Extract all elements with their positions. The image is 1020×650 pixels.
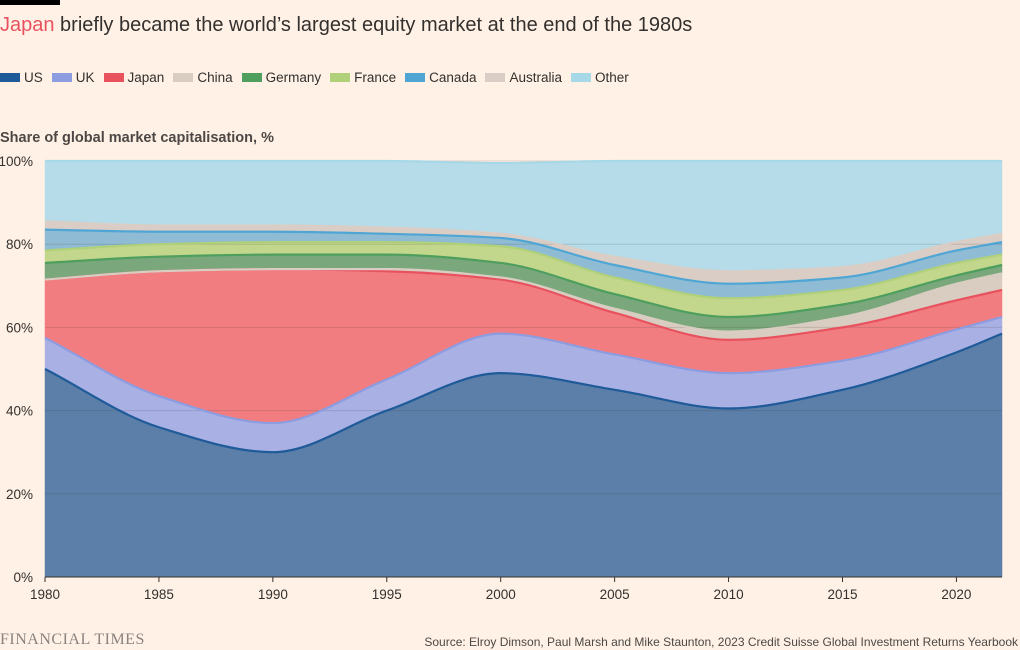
x-tick-label: 1990 [258,587,288,602]
legend-item-australia: Australia [485,70,562,85]
legend-item-germany: Germany [241,70,322,85]
line-france [44,241,1003,300]
stacked-area-chart: 0% 20% 40% 60% 80% 100% 1980 1985 1990 1995 2000 20… [0,154,1003,602]
line-other [44,159,1002,165]
ft-logo: FINANCIAL TIMES [0,631,145,648]
legend-label: Other [595,70,629,85]
legend-swatch [51,73,72,82]
legend-swatch [330,73,351,82]
legend-label: Australia [509,70,562,85]
x-tick-label: 2005 [600,587,630,602]
legend-item-other: Other [571,70,629,85]
chart-title-rest: briefly became the world’s largest equit… [54,14,693,36]
x-tick-label: 1980 [30,587,60,602]
legend-swatch [103,73,124,82]
area-layers [44,160,1003,578]
legend-item-france: France [330,70,396,85]
legend-swatch [571,73,591,82]
series-lines [44,159,1003,454]
legend-swatch [241,73,262,82]
line-uk [44,315,1003,425]
x-tick-label: 1985 [144,587,174,602]
line-germany [44,253,1003,319]
chart-title: Japan briefly became the world’s largest… [0,14,692,37]
legend-swatch [405,73,426,82]
source-note: Source: Elroy Dimson, Paul Marsh and Mik… [424,635,1018,649]
y-tick-label: 60% [6,320,33,335]
legend-item-canada: Canada [405,70,476,85]
chart-legend: US UK Japan China Germany France Canada Austral… [0,70,638,85]
legend-swatch [485,73,506,82]
y-tick-label: 0% [13,570,33,585]
line-australia [44,220,1003,273]
y-tick-label: 80% [6,237,33,252]
legend-label: US [24,70,43,85]
legend-label: France [354,70,397,85]
legend-item-china: China [173,70,233,85]
y-tick-label: 100% [0,154,33,169]
x-tick-label: 2015 [827,587,857,602]
legend-item-uk: UK [51,70,95,85]
y-axis-label: Share of global market capitalisation, % [0,130,274,146]
x-tick-label: 2020 [941,587,971,602]
line-us [44,332,1003,454]
x-tick-label: 2010 [714,587,744,602]
legend-swatch [0,73,20,82]
legend-item-us: US [0,70,43,85]
legend-item-japan: Japan [103,70,165,85]
x-tick-label: 2000 [486,587,516,602]
legend-label: Canada [429,70,477,85]
legend-label: China [197,70,233,85]
legend-label: UK [75,70,95,85]
chart-title-highlight: Japan [0,14,55,36]
y-tick-label: 20% [6,487,33,502]
y-tick-label: 40% [6,404,33,419]
legend-swatch [173,73,194,82]
x-tick-label: 1995 [372,587,402,602]
line-china [44,268,1003,333]
line-canada [44,228,1003,285]
legend-label: Germany [265,70,322,85]
legend-label: Japan [127,70,165,85]
ft-topbar [0,0,60,5]
